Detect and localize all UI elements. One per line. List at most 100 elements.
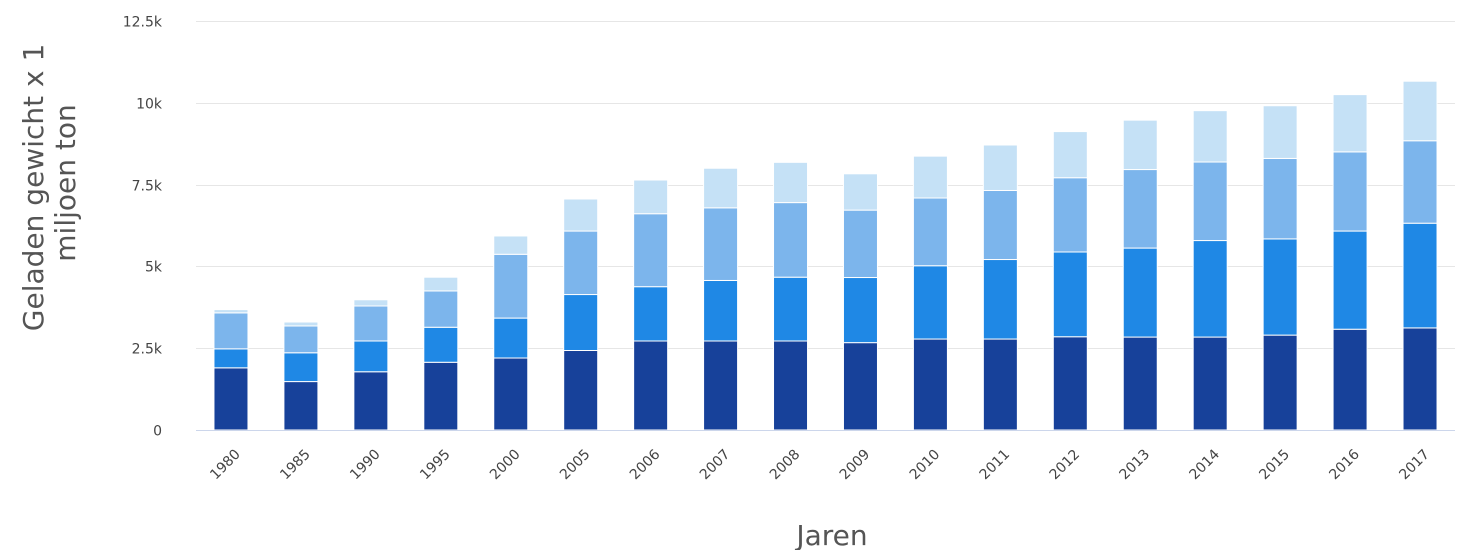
bars: [213, 80, 1438, 431]
bar-segment-series-1[interactable]: [1052, 336, 1088, 431]
bar-segment-series-2[interactable]: [283, 352, 319, 383]
bar-segment-series-1[interactable]: [213, 367, 249, 431]
y-tick-label: 2.5k: [132, 342, 163, 358]
bar-segment-series-1[interactable]: [842, 342, 878, 431]
y-tick-label: 5k: [145, 260, 163, 276]
bar-segment-series-2[interactable]: [1402, 222, 1438, 329]
bar-segment-series-4[interactable]: [912, 155, 948, 199]
x-tick-label: 2012: [1047, 447, 1084, 484]
bar-segment-series-2[interactable]: [353, 340, 389, 373]
bar-segment-series-3[interactable]: [982, 189, 1018, 261]
bar-segment-series-4[interactable]: [842, 173, 878, 211]
bar-segment-series-4[interactable]: [563, 198, 599, 232]
y-tick-label: 7.5k: [132, 179, 163, 195]
y-tick-label: 10k: [136, 97, 163, 113]
bar-segment-series-4[interactable]: [1402, 80, 1438, 142]
bar-segment-series-4[interactable]: [493, 235, 529, 255]
bar-segment-series-4[interactable]: [633, 179, 669, 215]
bar-segment-series-1[interactable]: [912, 338, 948, 431]
bar-segment-series-1[interactable]: [773, 340, 809, 431]
bar-segment-series-1[interactable]: [353, 371, 389, 431]
bar-segment-series-4[interactable]: [1262, 105, 1298, 159]
bar-segment-series-4[interactable]: [353, 299, 389, 307]
bar-segment-series-3[interactable]: [353, 305, 389, 342]
bar-segment-series-1[interactable]: [423, 361, 459, 431]
bar-segment-series-2[interactable]: [1052, 251, 1088, 338]
bar-segment-series-4[interactable]: [423, 276, 459, 292]
y-axis-title-line-1: Geladen gewicht x 1: [17, 44, 50, 332]
x-tick-label: 2000: [487, 447, 524, 484]
bar-segment-series-4[interactable]: [213, 309, 249, 314]
bar-segment-series-2[interactable]: [423, 326, 459, 363]
bar-segment-series-3[interactable]: [213, 312, 249, 350]
x-tick-label: 2011: [977, 447, 1014, 484]
bar-segment-series-3[interactable]: [283, 325, 319, 354]
x-tick-labels: 1980 1985 1990 1995 2000 2005 2006 2007 2008 2009…: [207, 446, 1433, 483]
x-tick-label: 2007: [697, 447, 734, 484]
bar-segment-series-3[interactable]: [563, 230, 599, 296]
bar-segment-series-2[interactable]: [982, 259, 1018, 340]
bar-segment-series-2[interactable]: [842, 277, 878, 344]
bar-segment-series-3[interactable]: [423, 290, 459, 328]
bar-segment-series-2[interactable]: [493, 317, 529, 359]
bar-segment-series-3[interactable]: [1052, 177, 1088, 253]
bar-segment-series-4[interactable]: [1052, 131, 1088, 179]
bar-segment-series-4[interactable]: [1122, 119, 1158, 171]
gridlines: [196, 21, 1455, 349]
bar-segment-series-1[interactable]: [1192, 336, 1228, 431]
bar-segment-series-4[interactable]: [982, 144, 1018, 191]
x-tick-label: 2015: [1256, 447, 1293, 484]
bar-segment-series-4[interactable]: [283, 321, 319, 327]
bar-segment-series-1[interactable]: [1122, 336, 1158, 431]
bar-segment-series-2[interactable]: [213, 348, 249, 369]
bar-segment-series-2[interactable]: [633, 286, 669, 342]
y-tick-labels: 0 2.5k 5k 7.5k 10k 12.5k: [123, 15, 163, 440]
bar-segment-series-3[interactable]: [1332, 151, 1368, 232]
bar-segment-series-3[interactable]: [1122, 169, 1158, 249]
bar-segment-series-3[interactable]: [703, 207, 739, 281]
bar-segment-series-3[interactable]: [773, 202, 809, 278]
bar-segment-series-2[interactable]: [703, 279, 739, 342]
bar-segment-series-1[interactable]: [1262, 334, 1298, 431]
bar-segment-series-3[interactable]: [912, 197, 948, 267]
y-tick-label: 0: [153, 424, 162, 440]
bar-segment-series-3[interactable]: [842, 209, 878, 279]
x-tick-label: 2008: [767, 447, 804, 484]
bar-segment-series-1[interactable]: [633, 340, 669, 431]
x-tick-label: 1985: [277, 447, 314, 484]
bar-segment-series-2[interactable]: [1192, 240, 1228, 338]
bar-segment-series-4[interactable]: [1192, 110, 1228, 163]
bar-segment-series-2[interactable]: [773, 276, 809, 342]
x-tick-label: 2005: [557, 447, 594, 484]
bar-segment-series-2[interactable]: [1122, 247, 1158, 338]
bar-segment-series-3[interactable]: [1192, 161, 1228, 242]
bar-segment-series-3[interactable]: [633, 213, 669, 288]
x-axis-title: Jaren: [794, 519, 867, 550]
bar-segment-series-4[interactable]: [1332, 94, 1368, 153]
bar-segment-series-1[interactable]: [1332, 328, 1368, 431]
y-axis-title: Geladen gewicht x 1 miljoen ton: [17, 35, 82, 331]
bar-segment-series-4[interactable]: [773, 161, 809, 204]
bar-segment-series-2[interactable]: [1262, 238, 1298, 336]
bar-segment-series-1[interactable]: [493, 357, 529, 431]
x-tick-label: 1980: [207, 447, 244, 484]
x-tick-label: 2016: [1326, 446, 1363, 483]
bar-segment-series-3[interactable]: [1402, 140, 1438, 224]
x-tick-label: 1995: [417, 447, 454, 484]
bar-segment-series-3[interactable]: [493, 253, 529, 319]
x-tick-label: 2009: [837, 447, 874, 484]
bar-segment-series-1[interactable]: [563, 349, 599, 431]
bar-segment-series-2[interactable]: [1332, 230, 1368, 330]
bar-segment-series-1[interactable]: [283, 381, 319, 431]
x-tick-label: 2013: [1117, 447, 1154, 484]
bar-segment-series-3[interactable]: [1262, 157, 1298, 240]
bar-segment-series-1[interactable]: [982, 338, 1018, 431]
bar-segment-series-4[interactable]: [703, 167, 739, 209]
bar-segment-series-2[interactable]: [912, 265, 948, 340]
bar-segment-series-1[interactable]: [703, 340, 739, 431]
x-tick-label: 2014: [1187, 446, 1224, 483]
x-tick-label: 2017: [1396, 447, 1433, 484]
bar-segment-series-1[interactable]: [1402, 327, 1438, 431]
bar-segment-series-2[interactable]: [563, 294, 599, 351]
